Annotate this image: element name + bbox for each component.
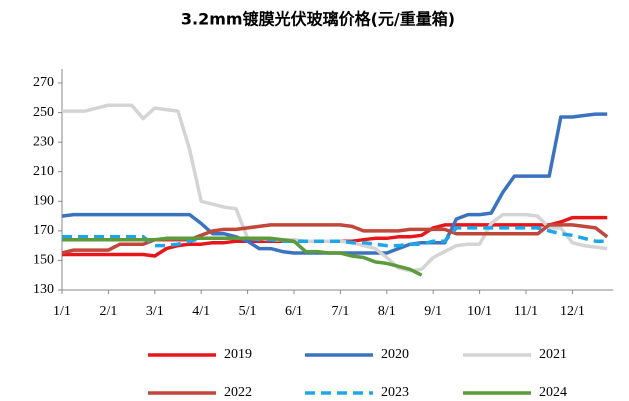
x-tick-label: 10/1 — [467, 304, 492, 319]
x-tick-label: 7/1 — [331, 304, 349, 319]
legend-label: 2019 — [224, 347, 252, 362]
y-tick-label: 250 — [33, 105, 54, 120]
legend-label: 2024 — [539, 385, 567, 400]
y-tick-label: 130 — [33, 282, 54, 297]
series-line — [62, 236, 423, 277]
x-tick-label: 5/1 — [239, 304, 257, 319]
legend-label: 2021 — [539, 347, 567, 362]
series-line — [62, 103, 608, 273]
legend-label: 2023 — [381, 385, 409, 400]
x-tick-label: 4/1 — [192, 304, 210, 319]
x-tick-label: 6/1 — [285, 304, 303, 319]
x-tick-label: 2/1 — [99, 304, 117, 319]
chart-title: 3.2mm镀膜光伏玻璃价格(元/重量箱) — [181, 10, 455, 29]
legend-label: 2020 — [381, 347, 409, 362]
x-tick-label: 11/1 — [514, 304, 538, 319]
legend-label: 2022 — [224, 385, 252, 400]
x-tick-label: 1/1 — [53, 304, 71, 319]
y-tick-label: 170 — [33, 223, 54, 238]
x-tick-label: 3/1 — [146, 304, 164, 319]
x-tick-label: 12/1 — [560, 304, 585, 319]
y-tick-label: 150 — [33, 253, 54, 268]
x-tick-label: 9/1 — [424, 304, 442, 319]
y-tick-label: 270 — [33, 75, 54, 90]
y-tick-label: 230 — [33, 134, 54, 149]
y-tick-label: 190 — [33, 194, 54, 209]
y-tick-label: 210 — [33, 164, 54, 179]
series-line — [62, 226, 608, 248]
x-tick-label: 8/1 — [378, 304, 396, 319]
